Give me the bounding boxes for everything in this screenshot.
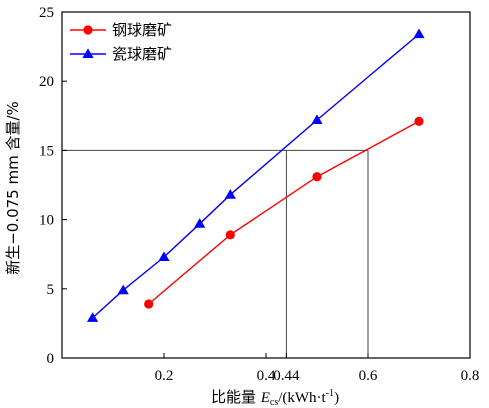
series-line xyxy=(148,120,420,305)
data-point xyxy=(225,230,235,240)
legend-marker xyxy=(82,48,94,59)
series-line xyxy=(92,33,420,319)
plot-area xyxy=(62,149,369,358)
y-tick-label: 5 xyxy=(47,282,55,298)
axes: 0.2 0.40.44 0.6 0.8 0 5 10 15 20 25 xyxy=(39,5,479,384)
legend-item-0: 钢球磨矿 xyxy=(70,21,172,39)
x-tick-label: 0.44 xyxy=(273,368,300,384)
data-point xyxy=(87,312,99,322)
data-point xyxy=(158,251,170,261)
series-0 xyxy=(144,116,424,309)
data-point xyxy=(312,172,322,182)
legend-marker xyxy=(83,25,93,35)
y-axis-title: 新生−0.075 mm 含量/% xyxy=(4,101,22,275)
y-tick-label: 20 xyxy=(39,74,54,90)
data-point xyxy=(144,299,154,309)
plot-frame xyxy=(61,11,471,359)
x-tick-label: 0.2 xyxy=(155,368,174,384)
data-point xyxy=(311,114,323,124)
x-axis-title: 比能量 Ecs/(kWh·t-1) xyxy=(211,388,339,408)
y-tick-label: 25 xyxy=(39,5,54,21)
data-point xyxy=(414,116,424,126)
y-tick-label: 10 xyxy=(39,213,54,229)
data-point xyxy=(117,284,129,295)
data-point xyxy=(194,218,206,228)
data-point xyxy=(224,189,236,199)
legend-item-1: 瓷球磨矿 xyxy=(70,45,172,63)
x-tick-label: 0.6 xyxy=(359,368,378,384)
axis-titles: 比能量 Ecs/(kWh·t-1) 新生−0.075 mm 含量/% xyxy=(4,101,339,408)
legend-label: 瓷球磨矿 xyxy=(112,45,172,63)
y-tick-label: 15 xyxy=(39,143,54,159)
x-tick-label: 0.8 xyxy=(461,368,480,384)
series-1 xyxy=(87,28,425,322)
legend-label: 钢球磨矿 xyxy=(112,21,172,39)
y-tick-label: 0 xyxy=(47,351,55,367)
x-tick-label: 0.4 xyxy=(257,368,276,384)
series-group xyxy=(87,28,425,322)
data-point xyxy=(413,28,425,39)
